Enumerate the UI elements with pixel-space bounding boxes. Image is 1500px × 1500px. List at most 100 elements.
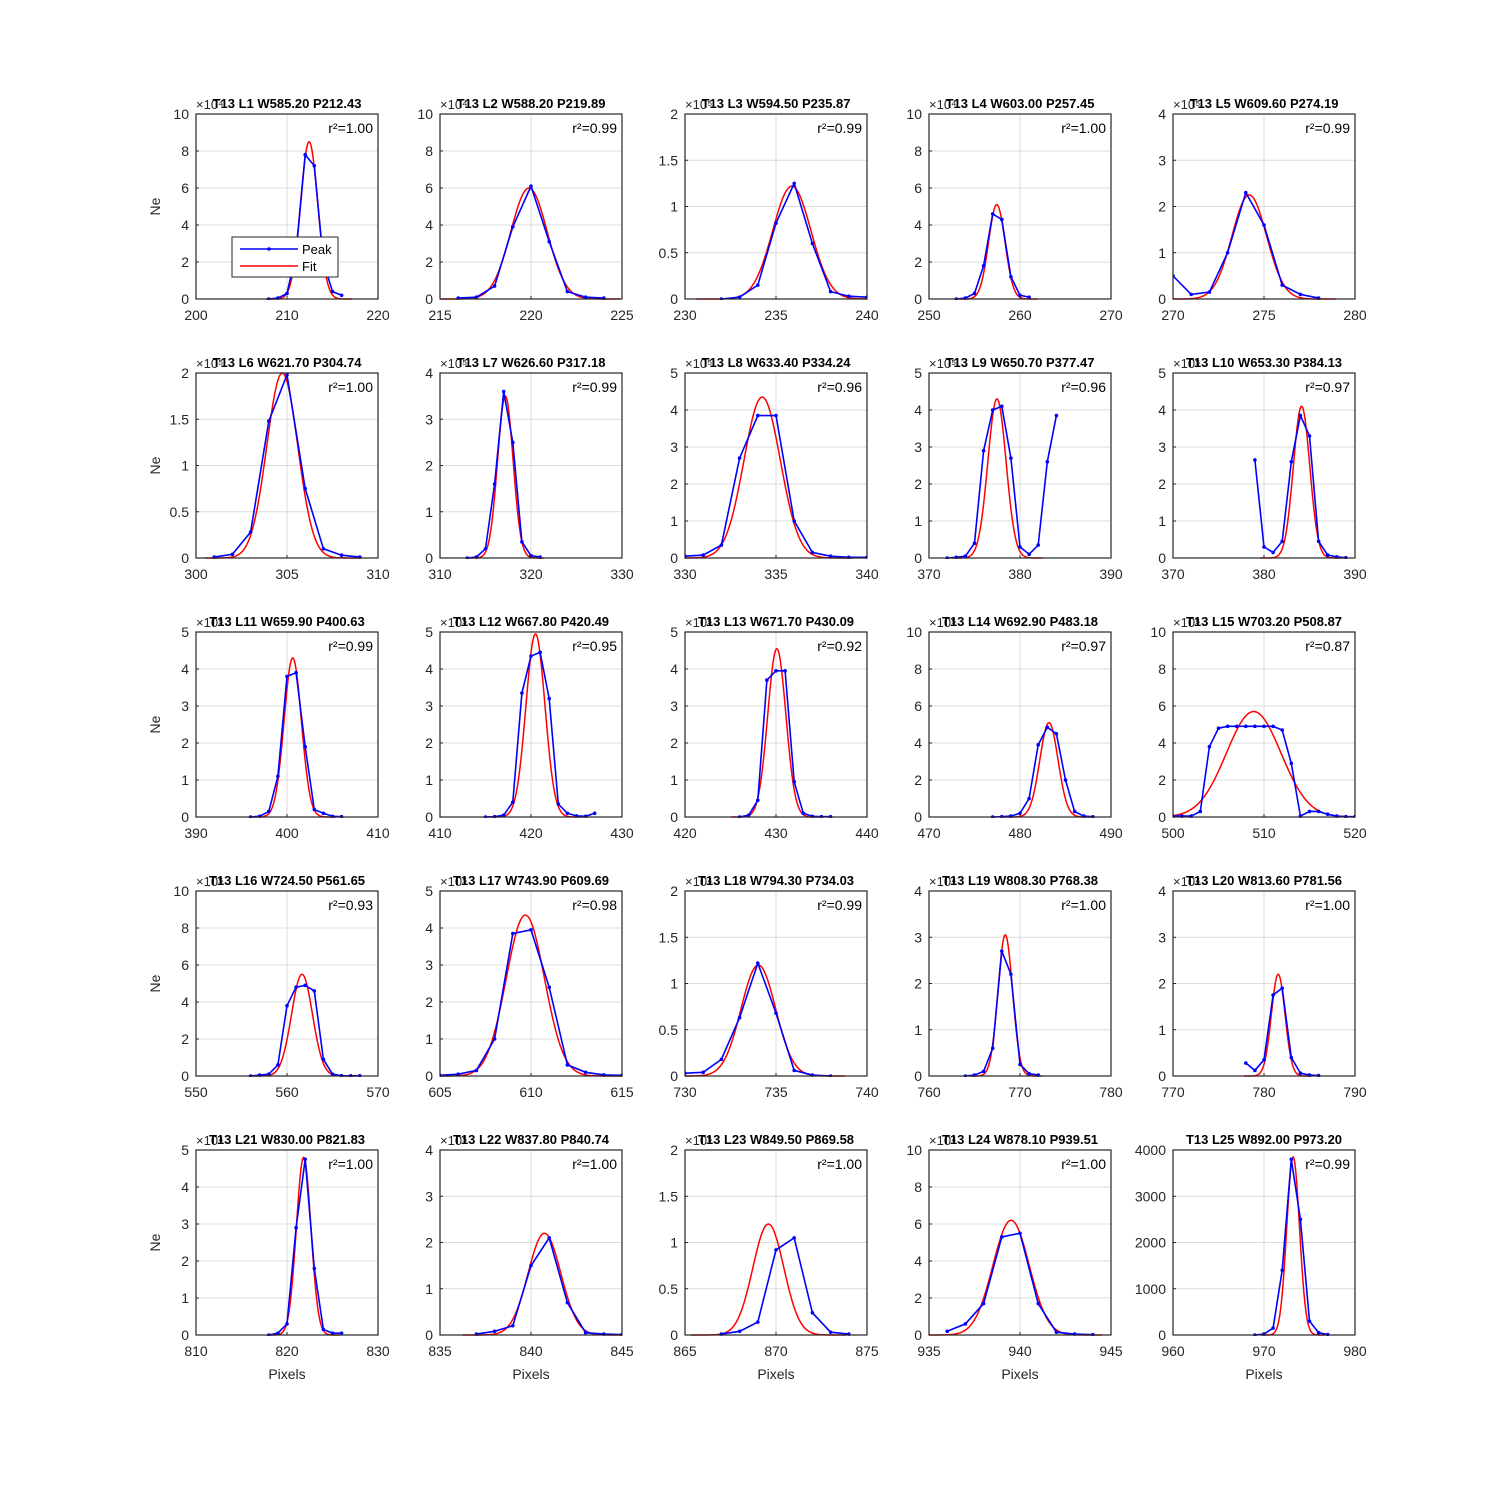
peak-point — [294, 670, 298, 675]
y-tick-label: 4 — [914, 217, 922, 233]
peak-point — [810, 1311, 815, 1315]
y-tick-label: 0 — [181, 1327, 189, 1343]
peak-point — [492, 482, 497, 486]
x-tick-label: 220 — [519, 307, 543, 323]
x-tick-label: 970 — [1252, 1343, 1276, 1359]
x-tick-label: 225 — [610, 307, 634, 323]
x-tick-label: 790 — [1343, 1084, 1367, 1100]
peak-point — [501, 813, 506, 817]
y-tick-label: 0 — [670, 809, 678, 825]
y-tick-label: 1 — [670, 1235, 678, 1251]
x-tick-label: 370 — [917, 566, 941, 582]
peak-point — [312, 989, 317, 993]
y-tick-label: 3 — [425, 411, 433, 427]
y-tick-label: 5 — [670, 624, 678, 640]
peak-point — [990, 212, 995, 216]
y-tick-label: 2 — [670, 106, 678, 122]
peak-point — [303, 152, 308, 157]
peak-point — [1009, 275, 1013, 279]
peak-point — [267, 419, 271, 423]
y-tick-label: 1 — [914, 513, 922, 529]
y-tick-label: 2 — [670, 883, 678, 899]
peak-point — [565, 1300, 570, 1305]
peak-point — [1036, 743, 1040, 747]
x-tick-label: 215 — [428, 307, 452, 323]
peak-point — [276, 774, 280, 779]
peak-point — [1289, 1055, 1294, 1060]
y-tick-label: 2 — [914, 976, 922, 992]
peak-point — [1036, 543, 1040, 547]
peak-line — [721, 1236, 849, 1335]
peak-point — [1216, 726, 1221, 730]
x-tick-label: 560 — [275, 1084, 299, 1100]
y-tick-label: 2 — [1158, 976, 1166, 992]
x-tick-label: 940 — [1008, 1343, 1032, 1359]
y-tick-label: 5 — [181, 1142, 189, 1158]
peak-point — [312, 807, 317, 812]
y-tick-label: 6 — [1158, 698, 1166, 714]
subplot-title: T13 L20 W813.60 P781.56 — [1186, 873, 1342, 888]
y-tick-label: 3 — [1158, 929, 1166, 945]
y-tick-label: 3 — [914, 929, 922, 945]
subplot-title: T13 L16 W724.50 P561.65 — [209, 873, 365, 888]
peak-point — [1280, 986, 1284, 990]
legend-fit-label: Fit — [302, 259, 317, 274]
y-tick-label: 6 — [181, 180, 189, 196]
subplot-title: T13 L5 W609.60 P274.19 — [1190, 96, 1339, 111]
subplot-title: T13 L18 W794.30 P734.03 — [698, 873, 854, 888]
peak-point — [339, 553, 344, 558]
peak-point — [756, 1320, 760, 1324]
x-tick-label: 310 — [366, 566, 390, 582]
peak-point — [511, 440, 515, 445]
peak-point — [1298, 1217, 1303, 1222]
peak-point — [756, 798, 760, 803]
peak-point — [1280, 539, 1284, 544]
y-tick-label: 1 — [670, 772, 678, 788]
peak-point — [792, 1068, 796, 1073]
r-squared-label: r²=0.97 — [1061, 638, 1106, 654]
y-tick-label: 0.5 — [170, 504, 190, 520]
y-tick-label: 6 — [425, 180, 433, 196]
y-exponent-label: ×10⁴ — [685, 874, 713, 889]
peak-point — [1271, 993, 1275, 997]
y-tick-label: 2 — [181, 735, 189, 751]
peak-point — [1244, 1061, 1248, 1065]
y-tick-label: 8 — [914, 661, 922, 677]
peak-point — [501, 389, 506, 394]
subplot-title: T13 L2 W588.20 P219.89 — [457, 96, 606, 111]
x-tick-label: 980 — [1343, 1343, 1367, 1359]
plot-area — [731, 647, 833, 818]
peak-point — [303, 744, 308, 749]
x-tick-label: 410 — [366, 825, 390, 841]
y-tick-label: 2 — [914, 476, 922, 492]
peak-point — [810, 550, 815, 555]
subplot-title: T13 L4 W603.00 P257.45 — [946, 96, 1095, 111]
peak-point — [1009, 972, 1013, 977]
y-exponent-label: ×10⁴ — [929, 874, 957, 889]
peak-point — [1262, 545, 1266, 549]
y-tick-label: 1 — [1158, 1022, 1166, 1038]
peak-point — [774, 1011, 778, 1015]
y-exponent-label: ×10⁵ — [1173, 97, 1200, 112]
peak-point — [1063, 778, 1068, 782]
y-tick-label: 4 — [670, 661, 678, 677]
peak-point — [1000, 949, 1004, 953]
x-tick-label: 280 — [1343, 307, 1367, 323]
peak-point — [474, 1068, 479, 1073]
y-tick-label: 4000 — [1135, 1142, 1166, 1158]
y-tick-label: 1 — [181, 1290, 189, 1306]
y-tick-label: 4 — [425, 920, 433, 936]
y-tick-label: 0 — [670, 1327, 678, 1343]
y-tick-label: 4 — [1158, 402, 1166, 418]
